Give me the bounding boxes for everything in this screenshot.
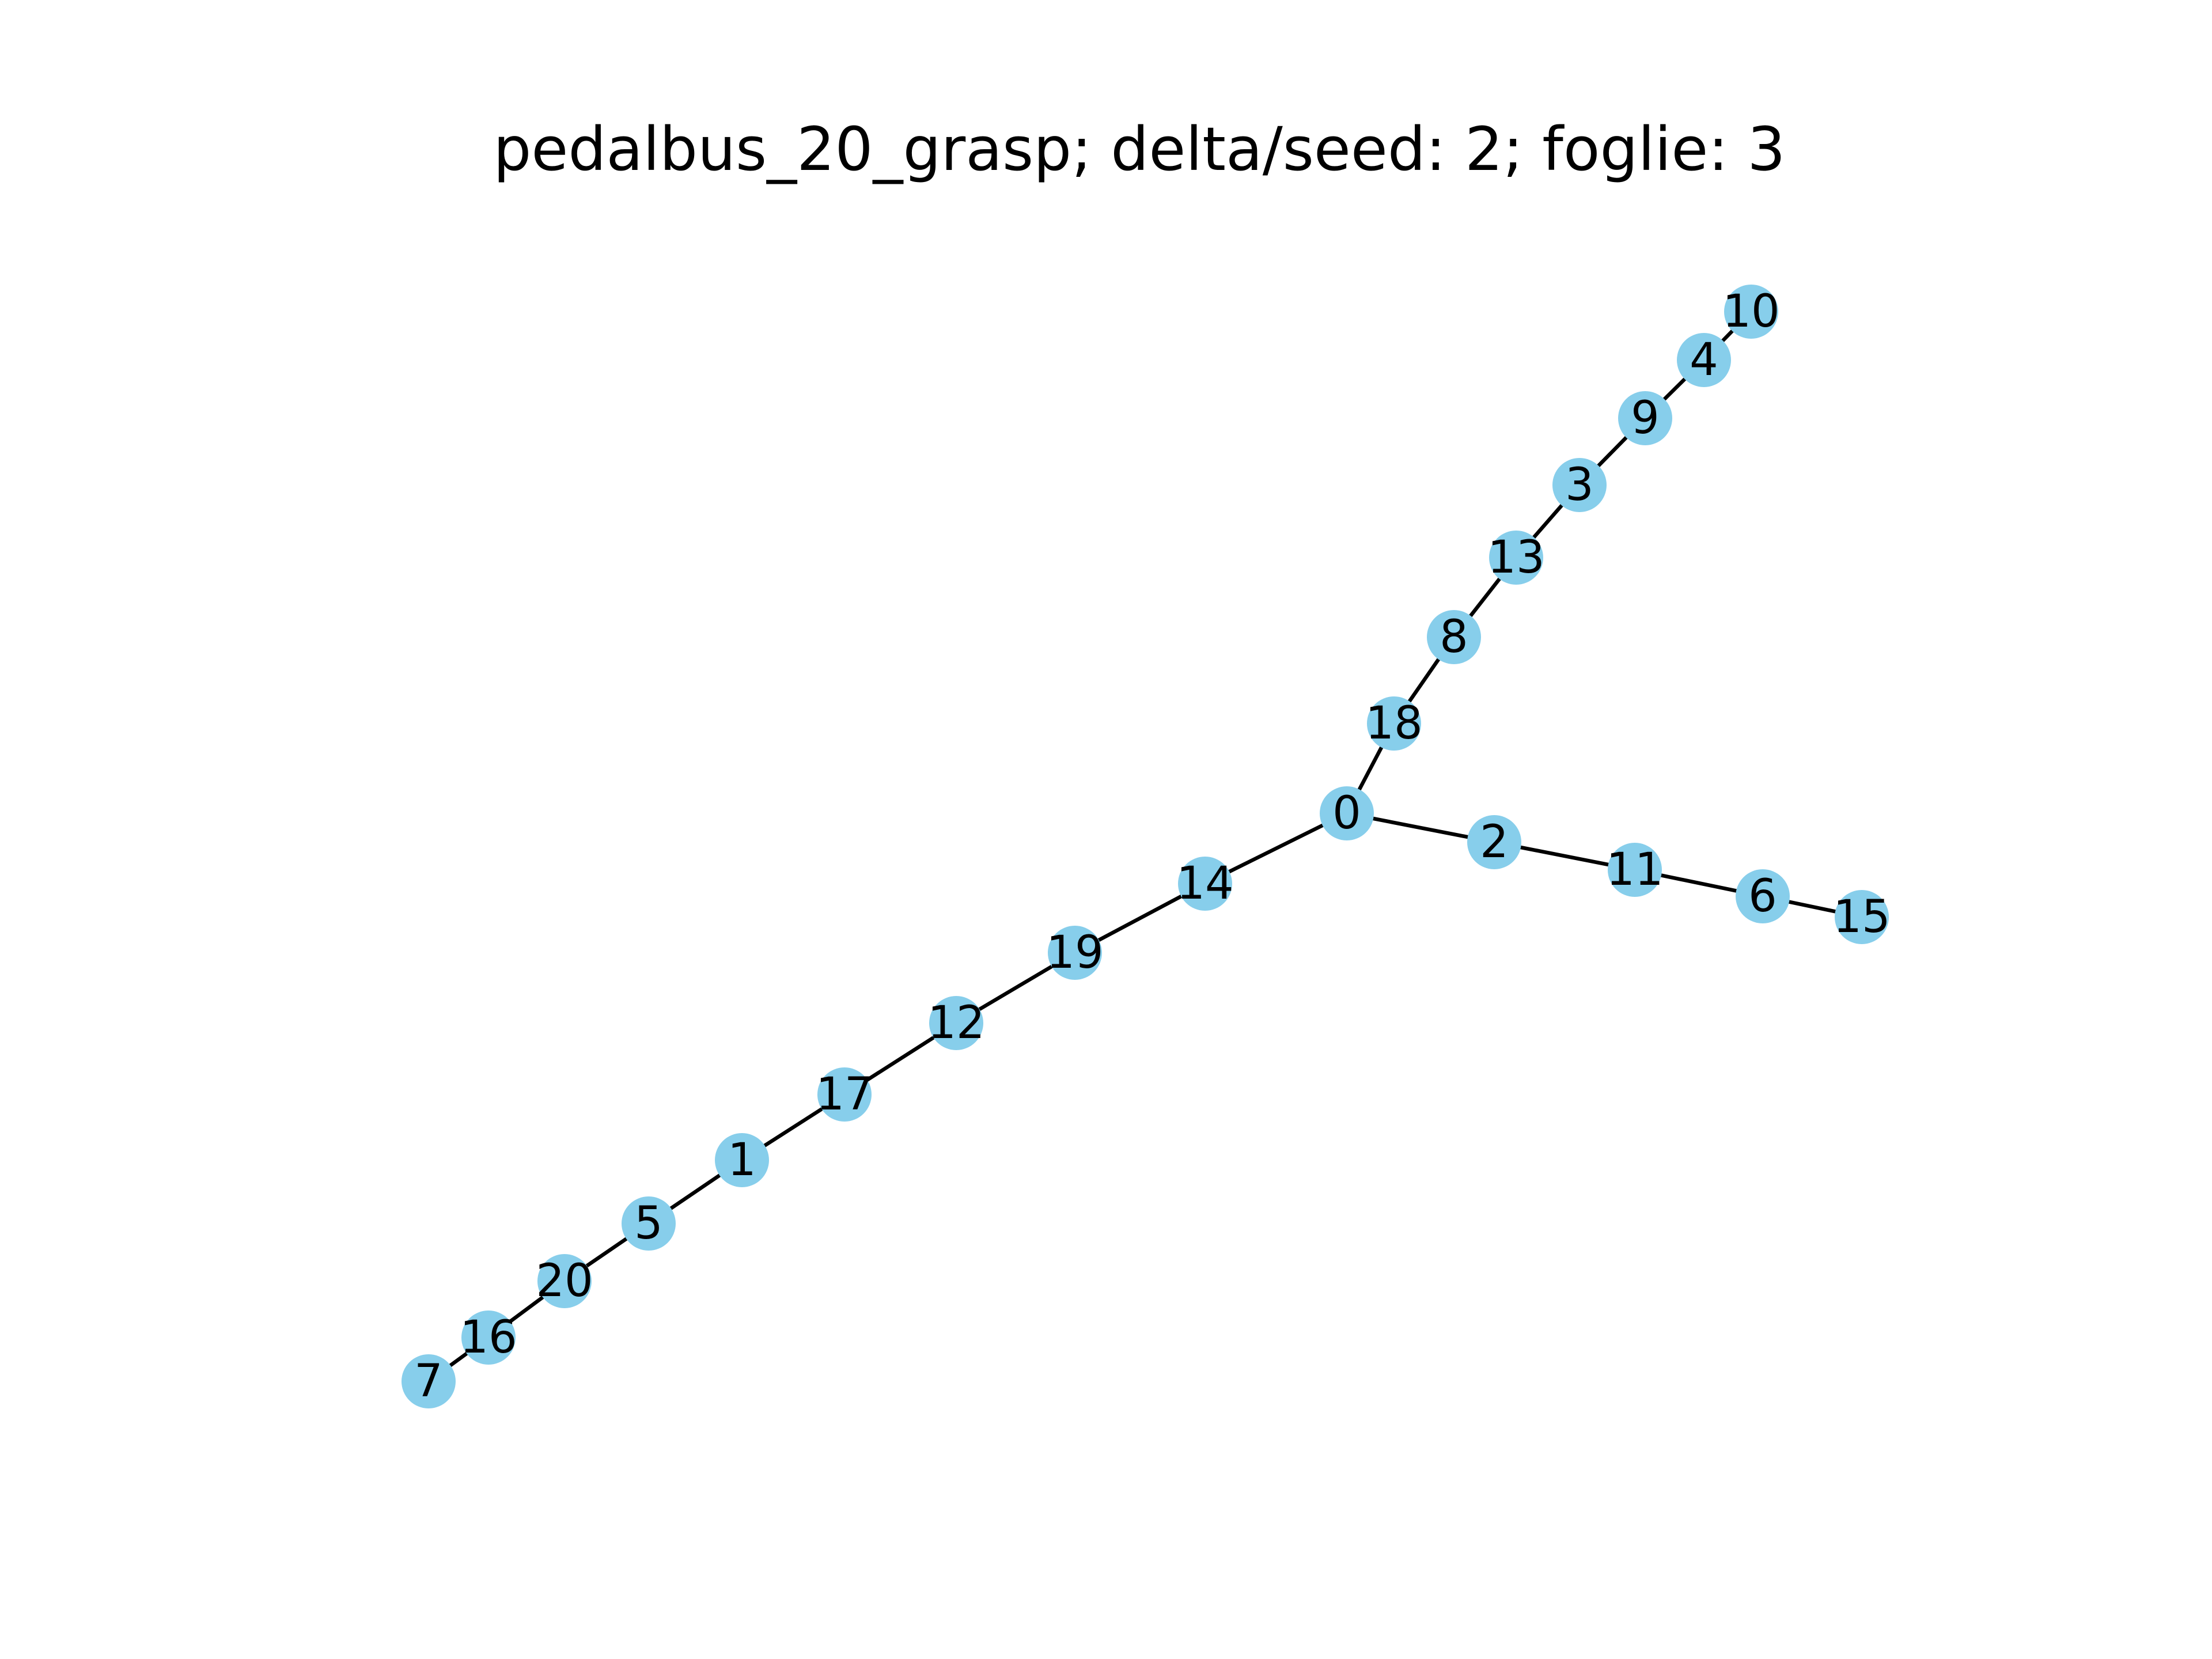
node-circle-2 bbox=[1467, 815, 1521, 869]
node-label-1: 1 bbox=[728, 1134, 756, 1186]
node-label-9: 9 bbox=[1631, 392, 1660, 444]
node-circle-18 bbox=[1367, 696, 1421, 751]
node-circle-12 bbox=[929, 996, 983, 1050]
node-circle-1 bbox=[715, 1133, 769, 1187]
graph-title: pedalbus_20_grasp; delta/seed: 2; foglie… bbox=[493, 114, 1785, 184]
node-9: 9 bbox=[1618, 391, 1672, 445]
node-circle-10 bbox=[1724, 285, 1778, 339]
node-circle-14 bbox=[1178, 857, 1232, 911]
node-18: 18 bbox=[1365, 696, 1423, 751]
node-circle-5 bbox=[622, 1196, 676, 1251]
node-circle-20 bbox=[537, 1254, 592, 1308]
node-label-8: 8 bbox=[1440, 611, 1468, 663]
node-2: 2 bbox=[1467, 815, 1521, 869]
node-6: 6 bbox=[1736, 869, 1790, 923]
node-0: 0 bbox=[1320, 786, 1374, 840]
node-4: 4 bbox=[1677, 333, 1731, 387]
node-8: 8 bbox=[1427, 610, 1481, 664]
node-circle-9 bbox=[1618, 391, 1672, 445]
node-circle-7 bbox=[402, 1354, 456, 1408]
node-label-12: 12 bbox=[927, 997, 984, 1049]
node-circle-6 bbox=[1736, 869, 1790, 923]
node-label-4: 4 bbox=[1690, 334, 1718, 386]
node-circle-8 bbox=[1427, 610, 1481, 664]
node-circle-11 bbox=[1608, 843, 1662, 897]
node-20: 20 bbox=[536, 1254, 593, 1308]
node-19: 19 bbox=[1046, 926, 1104, 980]
node-label-19: 19 bbox=[1046, 927, 1103, 979]
node-label-6: 6 bbox=[1748, 870, 1777, 922]
node-circle-17 bbox=[817, 1067, 872, 1122]
node-label-2: 2 bbox=[1480, 816, 1509, 868]
node-label-18: 18 bbox=[1365, 698, 1422, 749]
node-12: 12 bbox=[927, 996, 985, 1050]
node-label-10: 10 bbox=[1722, 286, 1779, 338]
node-label-17: 17 bbox=[816, 1069, 873, 1120]
node-11: 11 bbox=[1606, 843, 1664, 897]
node-17: 17 bbox=[816, 1067, 873, 1122]
node-circle-4 bbox=[1677, 333, 1731, 387]
node-label-15: 15 bbox=[1833, 891, 1890, 943]
node-3: 3 bbox=[1552, 458, 1607, 512]
node-label-7: 7 bbox=[414, 1355, 443, 1407]
node-16: 16 bbox=[460, 1310, 517, 1365]
node-label-11: 11 bbox=[1606, 844, 1663, 896]
node-circle-0 bbox=[1320, 786, 1374, 840]
node-1: 1 bbox=[715, 1133, 769, 1187]
node-circle-19 bbox=[1048, 926, 1102, 980]
node-7: 7 bbox=[402, 1354, 456, 1408]
node-circle-3 bbox=[1552, 458, 1607, 512]
node-14: 14 bbox=[1176, 857, 1234, 911]
node-13: 13 bbox=[1487, 531, 1545, 585]
node-label-3: 3 bbox=[1565, 459, 1594, 511]
node-circle-16 bbox=[461, 1310, 516, 1365]
node-circle-15 bbox=[1835, 890, 1889, 944]
node-label-14: 14 bbox=[1176, 858, 1233, 910]
node-label-20: 20 bbox=[536, 1255, 593, 1307]
node-15: 15 bbox=[1833, 890, 1891, 944]
node-label-0: 0 bbox=[1332, 787, 1361, 839]
node-circle-13 bbox=[1489, 531, 1543, 585]
node-label-13: 13 bbox=[1487, 532, 1544, 584]
node-10: 10 bbox=[1722, 285, 1780, 339]
node-label-5: 5 bbox=[634, 1198, 663, 1249]
node-5: 5 bbox=[622, 1196, 676, 1251]
node-label-16: 16 bbox=[460, 1312, 517, 1363]
